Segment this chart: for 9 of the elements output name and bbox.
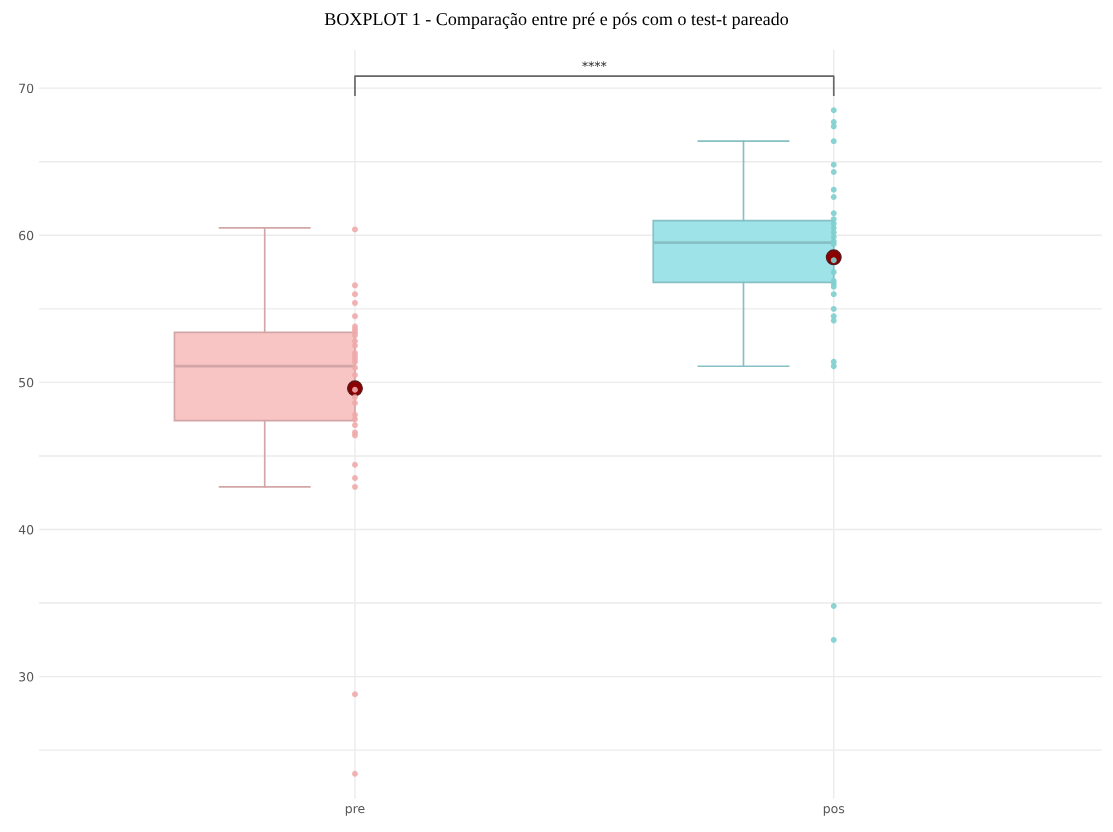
- chart-title: BOXPLOT 1 - Comparação entre pré e pós com o test-t pareado: [324, 12, 789, 29]
- y-tick-label: 60: [19, 230, 34, 241]
- x-tick-label: pos: [823, 806, 845, 816]
- annotation: ****: [582, 61, 607, 68]
- y-tick-label: 50: [19, 377, 34, 388]
- y-tick-label: 30: [19, 672, 34, 682]
- y-tick-label: 40: [18, 524, 34, 535]
- x-tick-label: pre: [345, 806, 365, 816]
- y-tick-label: 70: [19, 83, 34, 94]
